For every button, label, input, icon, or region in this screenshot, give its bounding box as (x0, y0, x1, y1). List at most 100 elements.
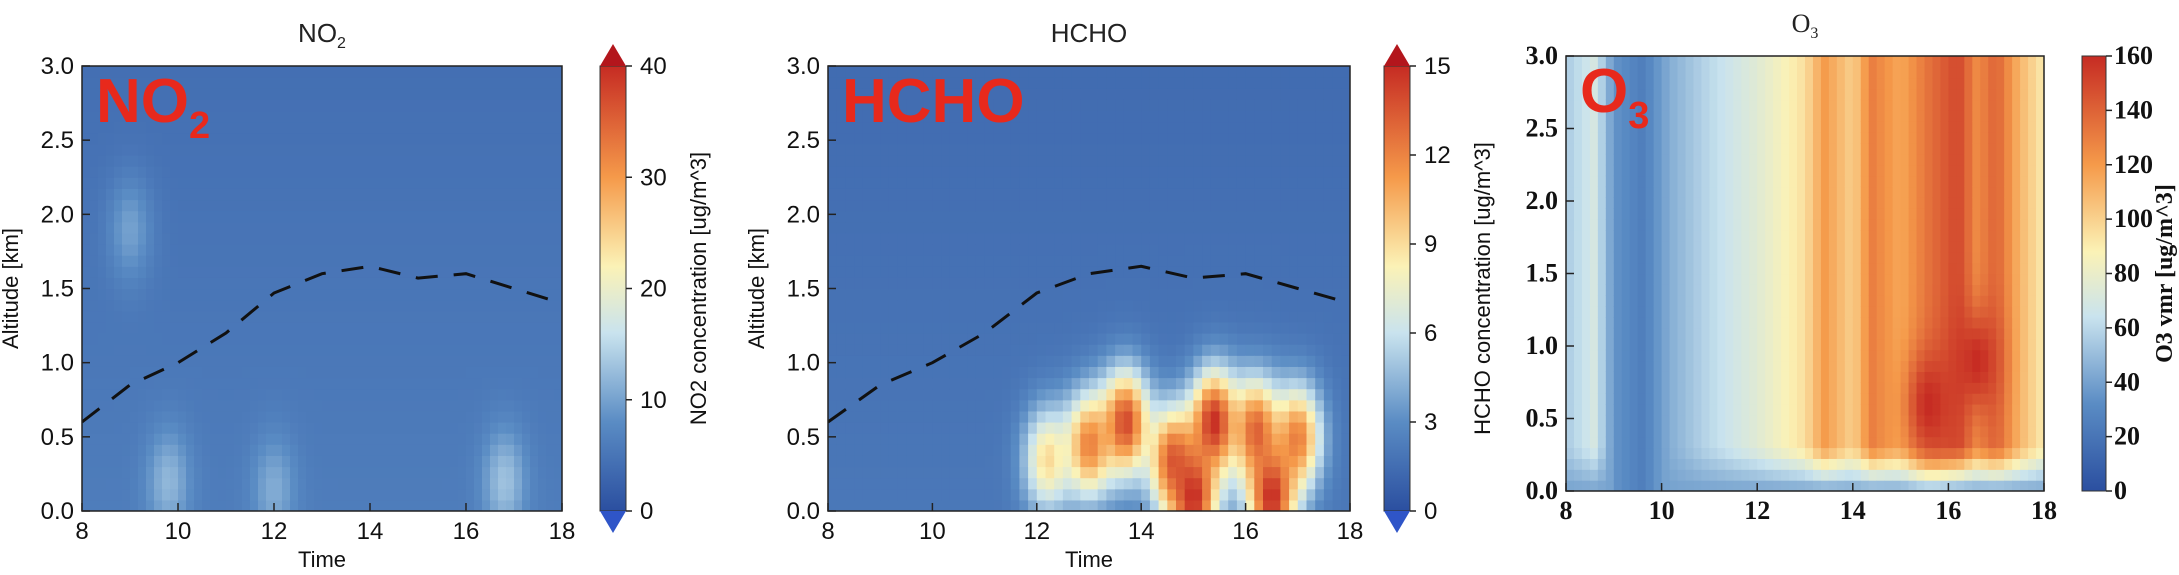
heatmap-cell (442, 377, 451, 390)
heatmap-cell (218, 455, 227, 468)
heatmap-cell (1297, 422, 1308, 434)
heatmap-cell (854, 288, 864, 301)
heatmap-cell (1184, 232, 1194, 245)
heatmap-cell (362, 99, 371, 112)
heatmap-cell (82, 444, 91, 456)
heatmap-cell (871, 221, 881, 234)
heatmap-cell (450, 455, 459, 468)
heatmap-cell (897, 77, 907, 89)
heatmap-cell (888, 499, 899, 511)
heatmap-cell (162, 422, 171, 434)
heatmap-cell (906, 388, 916, 401)
heatmap-cell (234, 399, 243, 412)
heatmap-cell (845, 99, 855, 112)
heatmap-cell (897, 422, 907, 434)
heatmap-cell (932, 244, 942, 256)
heatmap-cell (845, 110, 855, 123)
heatmap-cell (154, 244, 163, 256)
heatmap-cell (106, 155, 115, 167)
heatmap-cell (984, 288, 994, 301)
heatmap-cell (1176, 333, 1186, 345)
heatmap-cell (993, 299, 1003, 312)
heatmap-cell (1002, 132, 1012, 145)
heatmap-cell (186, 155, 195, 167)
heatmap-cell (862, 232, 873, 245)
heatmap-cell (1028, 366, 1038, 379)
heatmap-cell (354, 410, 363, 423)
heatmap-cell (897, 99, 907, 112)
heatmap-cell (1323, 321, 1334, 334)
heatmap-cell (1062, 444, 1073, 456)
heatmap-cell (90, 255, 99, 267)
heatmap-cell (402, 444, 411, 456)
heatmap-cell (490, 288, 499, 301)
heatmap-cell (915, 355, 925, 367)
heatmap-cell (1123, 433, 1134, 445)
heatmap-cell (1566, 153, 1575, 166)
heatmap-cell (1036, 321, 1047, 334)
heatmap-cell (130, 477, 139, 490)
heatmap-cell (290, 188, 299, 201)
heatmap-cell (482, 166, 491, 178)
heatmap-cell (1219, 221, 1229, 234)
heatmap-cell (194, 355, 203, 367)
heatmap-cell (514, 244, 523, 256)
heatmap-cell (466, 166, 475, 178)
heatmap-cell (90, 377, 99, 390)
heatmap-cell (314, 366, 323, 379)
heatmap-cell (434, 310, 443, 323)
heatmap-cell (1245, 377, 1255, 390)
heatmap-cell (1271, 488, 1281, 501)
heatmap-cell (522, 166, 531, 178)
heatmap-cell (402, 477, 411, 490)
heatmap-cell (1054, 466, 1064, 479)
heatmap-cell (346, 477, 355, 490)
heatmap-cell (1097, 499, 1107, 511)
heatmap-cell (1002, 110, 1012, 123)
heatmap-cell (1149, 399, 1160, 412)
heatmap-cell (1141, 221, 1151, 234)
heatmap-cell (186, 255, 195, 267)
heatmap-cell (138, 155, 147, 167)
heatmap-cell (1080, 310, 1090, 323)
heatmap-cell (130, 455, 139, 468)
colorbar-tick-label: 20 (640, 276, 667, 303)
heatmap-cell (1028, 221, 1038, 234)
heatmap-cell (154, 499, 163, 511)
heatmap-cell (915, 255, 925, 267)
heatmap-cell (888, 344, 899, 356)
heatmap-cell (1236, 399, 1247, 412)
heatmap-cell (1045, 210, 1055, 223)
heatmap-cell (906, 355, 916, 367)
heatmap-cell (888, 410, 899, 423)
heatmap-cell (106, 299, 115, 312)
heatmap-cell (1054, 66, 1064, 78)
heatmap-cell (845, 344, 855, 356)
heatmap-cell (442, 210, 451, 223)
heatmap-cell (146, 244, 155, 256)
heatmap-cell (1306, 88, 1316, 100)
heatmap-cell (828, 99, 838, 112)
heatmap-cell (1036, 121, 1047, 134)
heatmap-cell (130, 355, 139, 367)
heatmap-cell (258, 99, 267, 112)
heatmap-cell (1236, 188, 1247, 201)
heatmap-cell (234, 377, 243, 390)
heatmap-cell (958, 310, 968, 323)
heatmap-cell (298, 366, 307, 379)
heatmap-cell (1297, 288, 1308, 301)
heatmap-cell (298, 433, 307, 445)
heatmap-cell (370, 210, 379, 223)
heatmap-cell (394, 422, 403, 434)
heatmap-cell (1054, 121, 1064, 134)
heatmap-cell (194, 344, 203, 356)
heatmap-cell (1097, 143, 1107, 156)
heatmap-cell (1010, 455, 1020, 468)
heatmap-cell (975, 399, 986, 412)
heatmap-cell (522, 344, 531, 356)
heatmap-cell (186, 121, 195, 134)
heatmap-cell (250, 321, 259, 334)
heatmap-cell (1297, 466, 1308, 479)
heatmap-cell (258, 444, 267, 456)
heatmap-cell (1097, 199, 1107, 212)
